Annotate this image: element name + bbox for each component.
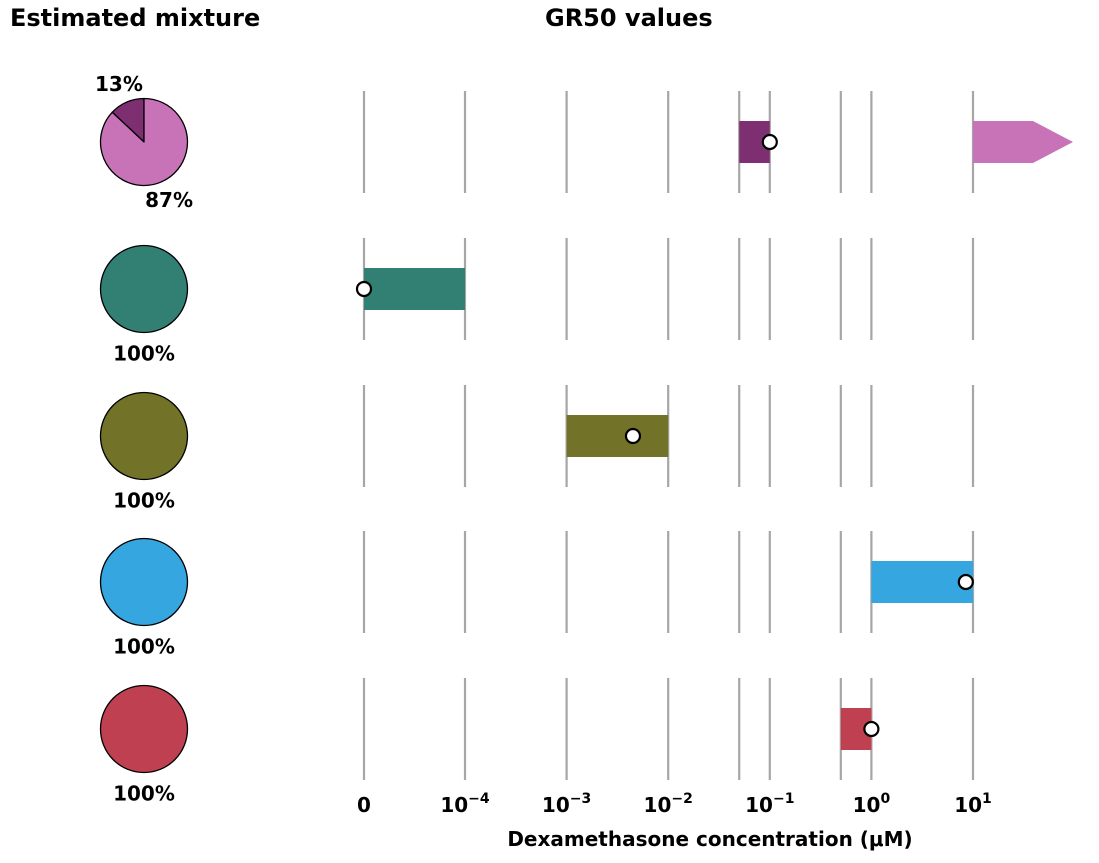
tick-label: 10−4 <box>440 791 490 817</box>
pie-slice <box>99 391 189 481</box>
tick-label: 100 <box>853 791 891 817</box>
mixture-title: Estimated mixture <box>10 4 261 32</box>
pie-label: 100% <box>113 489 175 513</box>
pie-label: 100% <box>113 635 175 659</box>
pie-slice <box>99 684 189 774</box>
pie-row: 100% <box>99 537 189 659</box>
pie-label: 13% <box>95 72 143 96</box>
tick-label: 10−2 <box>644 791 693 817</box>
pie-row: 100% <box>99 684 189 806</box>
pie-row: 13% 87% <box>95 72 193 212</box>
pie-row: 100% <box>99 244 189 366</box>
gr50-point <box>624 427 642 445</box>
gr50-point <box>355 280 373 298</box>
tick-label: 101 <box>954 791 992 817</box>
pie-slice <box>99 244 189 334</box>
range-arrow <box>973 121 1073 163</box>
gr50-point <box>863 720 880 738</box>
tick-label: 10−1 <box>745 791 794 817</box>
pie-label: 100% <box>113 342 175 366</box>
x-axis-label: Dexamethasone concentration (μM) <box>507 827 912 851</box>
pie-label: 100% <box>113 782 175 806</box>
gr50-row <box>362 531 975 633</box>
gr50-title: GR50 values <box>545 4 713 32</box>
pie-slice <box>99 537 189 627</box>
gr50-point <box>761 133 778 151</box>
tick-label: 0 <box>357 793 371 817</box>
gr50-row <box>362 385 975 487</box>
tick-label: 10−3 <box>542 791 591 817</box>
gr50-point <box>957 573 974 591</box>
pie-row: 100% <box>99 391 189 513</box>
range-bar <box>871 561 973 603</box>
gr50-row <box>362 678 975 780</box>
pie-label: 87% <box>145 188 193 212</box>
range-bar <box>566 415 669 457</box>
range-bar <box>364 268 465 310</box>
gr50-row <box>362 91 1073 193</box>
gr50-row <box>355 238 975 340</box>
pie-slice <box>99 97 189 187</box>
